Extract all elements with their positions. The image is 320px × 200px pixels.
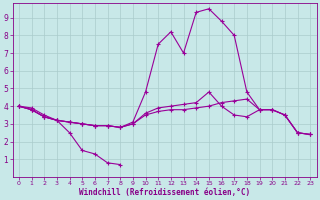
X-axis label: Windchill (Refroidissement éolien,°C): Windchill (Refroidissement éolien,°C) xyxy=(79,188,250,197)
